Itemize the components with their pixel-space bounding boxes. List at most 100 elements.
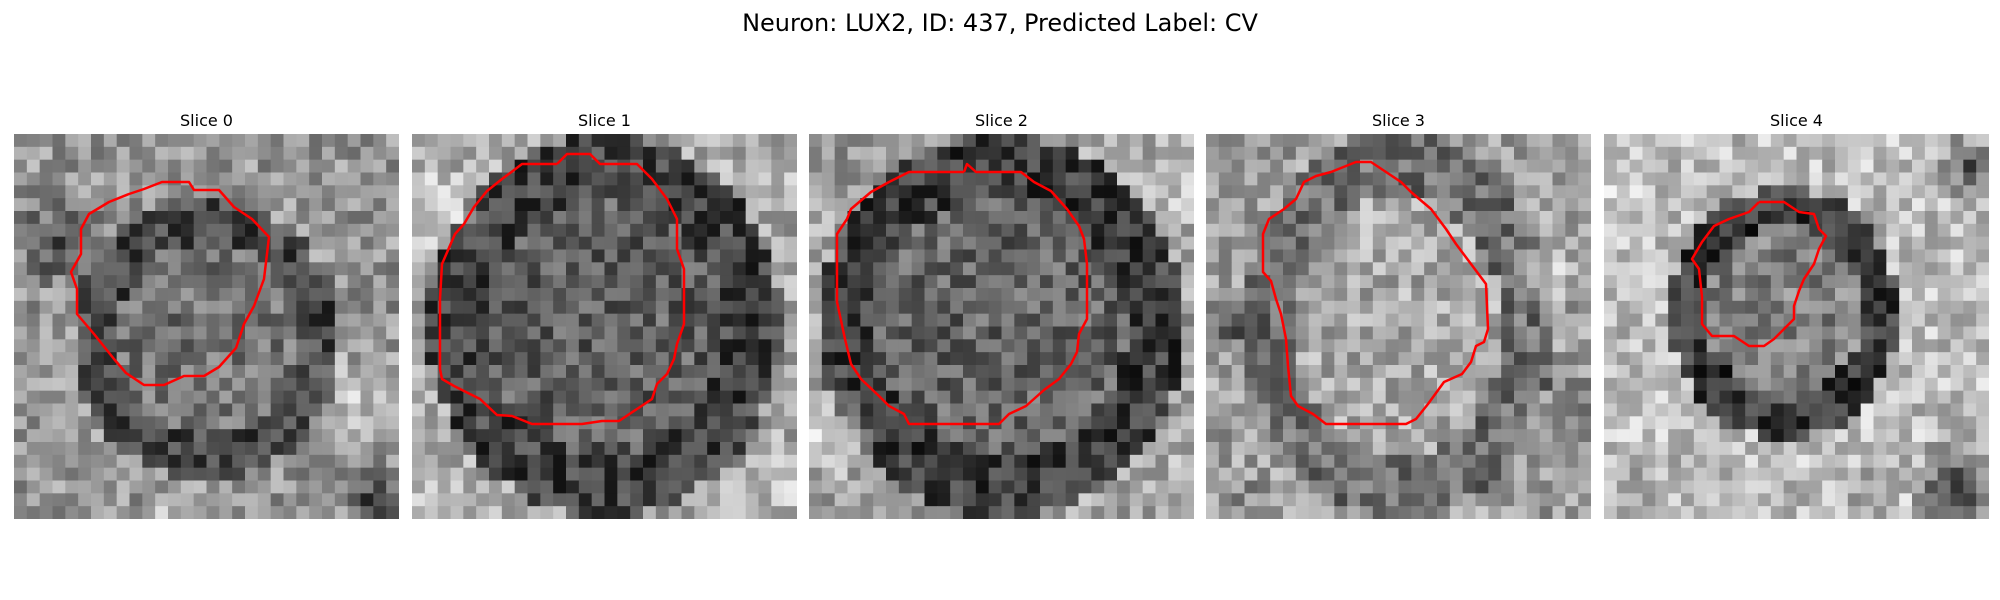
pixel [347, 262, 361, 276]
pixel [1924, 339, 1939, 353]
pixel [116, 236, 130, 250]
pixel [373, 365, 387, 379]
pixel [1565, 480, 1579, 494]
pixel [1976, 493, 1989, 507]
pixel [1347, 454, 1361, 469]
pixel [193, 339, 207, 353]
pixel [1886, 275, 1900, 289]
pixel [1963, 506, 1977, 519]
pixel [1873, 313, 1887, 327]
pixel [1514, 365, 1528, 379]
pixel [1822, 493, 1836, 507]
pixel [1040, 223, 1054, 238]
pixel [412, 275, 426, 289]
pixel [1950, 172, 1964, 186]
pixel [720, 390, 734, 404]
pixel [1539, 288, 1553, 302]
pixel [1270, 339, 1284, 353]
pixel [1462, 134, 1476, 148]
pixel [1437, 313, 1451, 327]
pixel [1565, 288, 1579, 302]
pixel [1052, 275, 1067, 289]
pixel [476, 390, 490, 404]
pixel [1001, 185, 1015, 199]
pixel [1642, 506, 1656, 519]
pixel [1604, 480, 1618, 494]
pixel [1078, 198, 1092, 212]
pixel [1449, 429, 1464, 443]
pixel [886, 326, 900, 340]
pixel [1321, 288, 1335, 302]
pixel [591, 377, 605, 392]
pixel [591, 249, 605, 263]
pixel [347, 467, 361, 481]
pixel [1104, 506, 1118, 519]
pixel [1629, 313, 1643, 327]
pixel [14, 377, 28, 392]
pixel [14, 403, 28, 417]
pixel [924, 480, 938, 494]
pixel [1758, 429, 1772, 443]
pixel [283, 198, 297, 212]
pixel [1578, 454, 1591, 469]
pixel [809, 416, 823, 430]
pixel [1539, 185, 1553, 199]
pixel [1129, 377, 1144, 392]
pixel [1655, 198, 1669, 212]
pixel [1347, 467, 1361, 481]
pixel [1437, 403, 1451, 417]
pixel [1860, 365, 1874, 379]
pixel [1578, 288, 1591, 302]
pixel [386, 416, 399, 430]
pixel [655, 223, 670, 238]
pixel [1129, 416, 1144, 430]
pixel [720, 377, 734, 392]
pixel [1924, 198, 1939, 212]
pixel [193, 326, 207, 340]
pixel [604, 403, 618, 417]
pixel [1809, 159, 1823, 173]
pixel [898, 454, 913, 469]
pixel [617, 480, 631, 494]
pixel [245, 159, 259, 173]
pixel [1449, 185, 1464, 199]
pixel [424, 326, 439, 340]
pixel [527, 211, 541, 225]
pixel [386, 275, 399, 289]
pixel [489, 493, 503, 507]
pixel [155, 480, 169, 494]
pixel [65, 326, 79, 340]
pixel [1732, 236, 1746, 250]
pixel [1770, 249, 1785, 263]
pixel [1899, 377, 1913, 392]
pixel [1796, 198, 1810, 212]
pixel [707, 288, 721, 302]
pixel [1117, 275, 1131, 289]
pixel [1963, 377, 1977, 392]
pixel [617, 467, 631, 481]
pixel [1027, 236, 1041, 250]
pixel [1270, 493, 1284, 507]
pixel [1155, 467, 1169, 481]
pixel [963, 262, 977, 276]
pixel [78, 493, 92, 507]
pixel [1873, 339, 1887, 353]
slice-image [412, 134, 797, 519]
pixel [232, 211, 246, 225]
pixel [1847, 211, 1862, 225]
pixel [1206, 403, 1220, 417]
pixel [1578, 416, 1591, 430]
pixel [1168, 185, 1182, 199]
pixel [1308, 288, 1322, 302]
pixel [847, 172, 861, 186]
pixel [91, 185, 105, 199]
pixel [1860, 288, 1874, 302]
pixel [1706, 300, 1720, 315]
pixel [206, 262, 220, 276]
pixel [1257, 365, 1271, 379]
pixel [1488, 416, 1502, 430]
pixel [950, 352, 964, 366]
pixel [1924, 377, 1939, 392]
pixel [847, 300, 861, 315]
pixel [78, 185, 92, 199]
